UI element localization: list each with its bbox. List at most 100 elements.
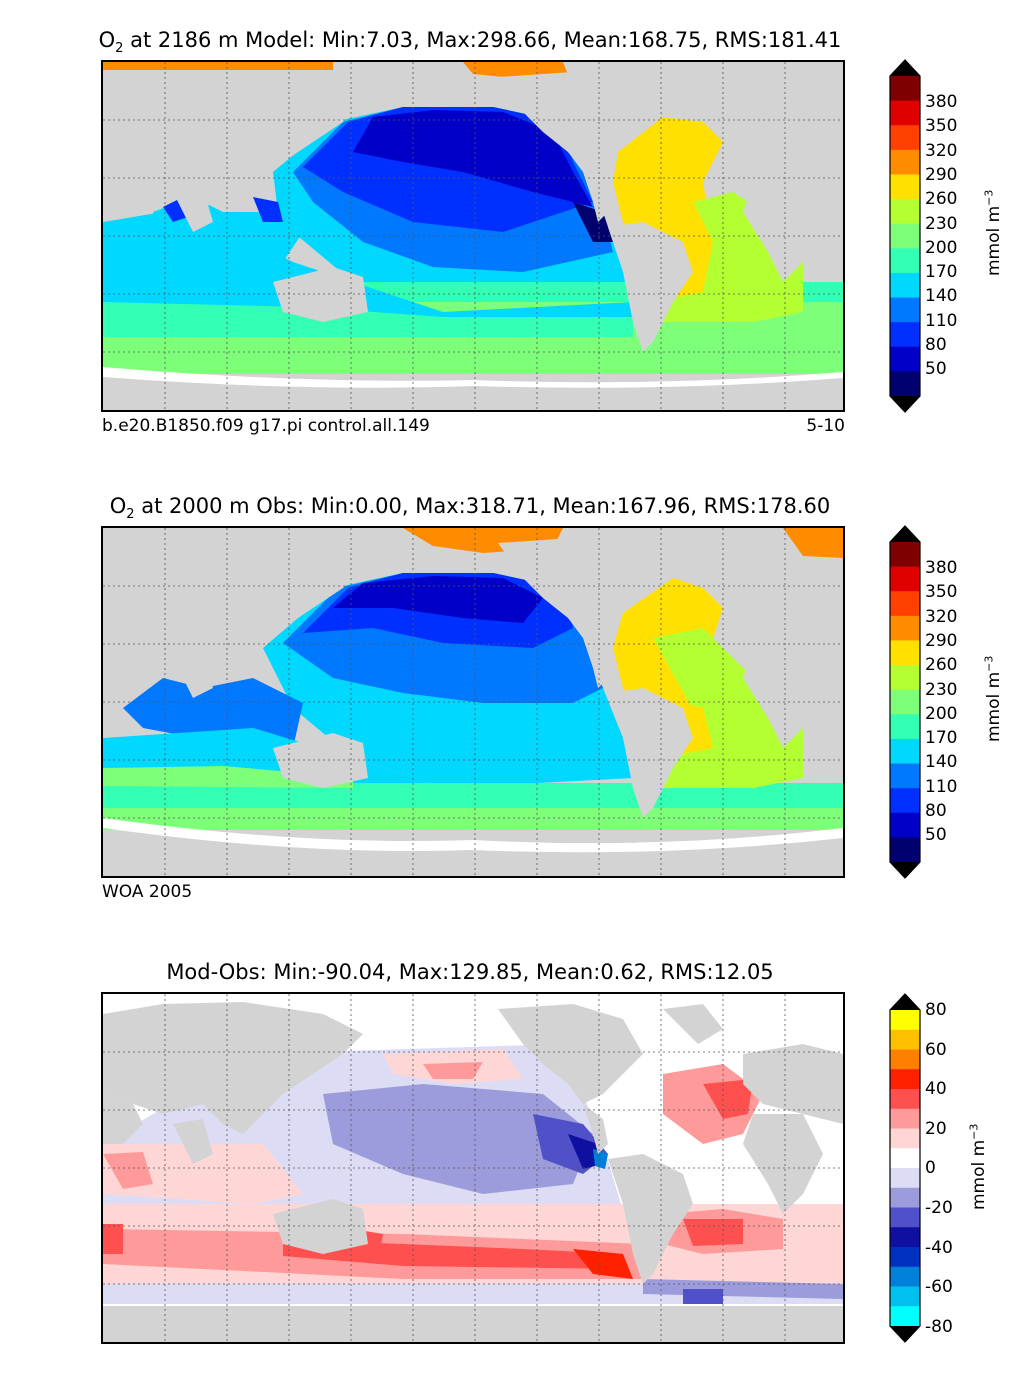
panel2-colorbar-segment bbox=[890, 837, 920, 863]
panel1-colorbar-label: mmol m−3 bbox=[982, 190, 1004, 276]
panel1-colorbar-tick-label: 230 bbox=[925, 213, 958, 234]
panel1-colorbar-segment bbox=[890, 223, 920, 249]
panel1-colorbar-segment bbox=[890, 322, 920, 348]
panel1-title-sub: 2 bbox=[115, 41, 124, 57]
panel3-colorbar-segment bbox=[890, 1069, 920, 1090]
panel1-colorbar-segment bbox=[890, 371, 920, 397]
panel3-colorbar-frame bbox=[889, 993, 921, 1343]
panel1-colorbar-tick-label: 170 bbox=[925, 262, 958, 283]
panel1-colorbar-frame bbox=[889, 59, 921, 413]
panel2-colorbar-segment bbox=[890, 763, 920, 789]
panel1-colorbar-segment bbox=[890, 174, 920, 200]
panel3-colorbar-tick-label: -40 bbox=[925, 1237, 953, 1258]
panel1-colorbar bbox=[889, 59, 921, 413]
panel1-caption-right: 5-10 bbox=[806, 416, 845, 436]
panel2-colorbar-tick-label: 200 bbox=[925, 703, 958, 724]
panel2-colorbar-segment bbox=[890, 714, 920, 740]
panel2-colorbar-tick-label: 50 bbox=[925, 825, 947, 846]
panel3-colorbar-label: mmol m−3 bbox=[967, 1124, 989, 1210]
panel1-colorbar-segment bbox=[890, 346, 920, 372]
panel1-colorbar-extend-max bbox=[890, 60, 920, 76]
panel1-colorbar-tick-label: 320 bbox=[925, 140, 958, 161]
panel2-colorbar-tick-label: 320 bbox=[925, 606, 958, 627]
panel1-title: O2 at 2186 m Model: Min:7.03, Max:298.66… bbox=[0, 28, 940, 56]
panel2-colorbar-segment bbox=[890, 738, 920, 765]
panel2-colorbar-segment bbox=[890, 689, 920, 715]
panel2-colorbar-tick-label: 350 bbox=[925, 582, 958, 603]
panel2-colorbar-segment bbox=[890, 665, 920, 691]
panel2-colorbar-tick-label: 80 bbox=[925, 801, 947, 821]
panel2-colorbar-segment bbox=[890, 640, 920, 666]
panel3-colorbar-tick-label: 0 bbox=[925, 1158, 936, 1179]
panel2-title: O2 at 2000 m Obs: Min:0.00, Max:318.71, … bbox=[0, 494, 940, 522]
panel1-colorbar-segment bbox=[890, 297, 920, 323]
panel1-title-var: O bbox=[98, 28, 116, 52]
panel2-colorbar-extend-min bbox=[890, 862, 920, 878]
panel1-colorbar-tick-label: 80 bbox=[925, 335, 947, 355]
panel1-caption-left: b.e20.B1850.f09 g17.pi control.all.149 bbox=[102, 416, 430, 436]
panel3-colorbar-tick-label: 20 bbox=[925, 1118, 947, 1139]
panel2-colorbar-segment bbox=[890, 812, 920, 838]
panel1-cb-unit: mmol m bbox=[984, 205, 1005, 277]
panel2-colorbar-tick-label: 290 bbox=[925, 630, 958, 651]
panel1-colorbar-segment bbox=[890, 149, 920, 175]
panel1-title-text: at 2186 m Model: Min:7.03, Max:298.66, M… bbox=[123, 28, 842, 52]
panel2-colorbar-svg bbox=[889, 525, 921, 879]
panel1-colorbar-segment bbox=[890, 199, 920, 225]
panel3-cb-unit-sup: −3 bbox=[967, 1123, 981, 1140]
panel3-colorbar-tick-label: -60 bbox=[925, 1277, 953, 1298]
panel3-colorbar-segment bbox=[890, 1187, 920, 1208]
panel3-colorbar-segment bbox=[890, 1227, 920, 1248]
panel2-colorbar-tick-label: 170 bbox=[925, 728, 958, 749]
panel2-colorbar bbox=[889, 525, 921, 879]
panel3-colorbar-segment bbox=[890, 1286, 920, 1307]
panel1-colorbar-svg bbox=[889, 59, 921, 413]
panel2-title-sub: 2 bbox=[126, 507, 135, 523]
panel3-title: Mod-Obs: Min:-90.04, Max:129.85, Mean:0.… bbox=[0, 960, 940, 984]
panel3-colorbar-segment bbox=[890, 1168, 920, 1189]
panel3-cb-unit: mmol m bbox=[969, 1139, 990, 1211]
panel2-title-var: O bbox=[109, 494, 127, 518]
panel2-title-text: at 2000 m Obs: Min:0.00, Max:318.71, Mea… bbox=[134, 494, 831, 518]
panel3-colorbar-segment bbox=[890, 1247, 920, 1268]
panel3-colorbar-segment bbox=[890, 1049, 920, 1070]
panel1-colorbar-segment bbox=[890, 248, 920, 274]
panel2-cb-unit-sup: −3 bbox=[982, 655, 996, 672]
panel1-colorbar-tick-label: 110 bbox=[925, 310, 958, 331]
panel3-colorbar-segment bbox=[890, 1306, 920, 1327]
panel2-caption-left: WOA 2005 bbox=[102, 882, 193, 902]
panel2-colorbar-frame bbox=[889, 525, 921, 879]
panel3-colorbar-segment bbox=[890, 1207, 920, 1228]
panel1-colorbar-tick-label: 50 bbox=[925, 359, 947, 380]
panel2-colorbar-extend-max bbox=[890, 526, 920, 542]
panel3-colorbar-segment bbox=[890, 1266, 920, 1287]
panel3-colorbar-segment bbox=[890, 1010, 920, 1031]
panel2-colorbar-tick-label: 110 bbox=[925, 776, 958, 797]
panel1-colorbar-segment bbox=[890, 100, 920, 126]
panel1-colorbar-extend-min bbox=[890, 396, 920, 412]
panel3-colorbar-segment bbox=[890, 1128, 920, 1149]
panel1-colorbar-tick-label: 140 bbox=[925, 286, 958, 307]
panel1-colorbar-tick-label: 290 bbox=[925, 164, 958, 185]
panel1-colorbar-segment bbox=[890, 272, 920, 299]
panel2-cb-unit: mmol m bbox=[984, 671, 1005, 743]
panel1-colorbar-tick-label: 260 bbox=[925, 189, 958, 210]
panel3-map bbox=[101, 992, 845, 1344]
panel3-colorbar-segment bbox=[890, 1029, 920, 1050]
panel1-cb-unit-sup: −3 bbox=[982, 189, 996, 206]
panel3-colorbar-tick-label: -20 bbox=[925, 1198, 953, 1218]
panel2-colorbar-tick-label: 140 bbox=[925, 752, 958, 773]
panel2-colorbar-segment bbox=[890, 591, 920, 617]
panel3-colorbar bbox=[889, 993, 921, 1343]
panel2-colorbar-tick-label: 230 bbox=[925, 679, 958, 700]
panel3-colorbar-extend-max bbox=[890, 994, 920, 1010]
panel3-colorbar-segment bbox=[890, 1108, 920, 1129]
panel3-title-text: Mod-Obs: Min:-90.04, Max:129.85, Mean:0.… bbox=[166, 960, 774, 984]
panel1-colorbar-segment bbox=[890, 125, 920, 151]
panel2-colorbar-segment bbox=[890, 615, 920, 641]
panel2-map bbox=[101, 526, 845, 878]
panel3-colorbar-tick-label: 60 bbox=[925, 1039, 947, 1060]
panel2-colorbar-tick-label: 260 bbox=[925, 655, 958, 676]
panel1-map bbox=[101, 60, 845, 412]
panel3-colorbar-svg bbox=[889, 993, 921, 1343]
